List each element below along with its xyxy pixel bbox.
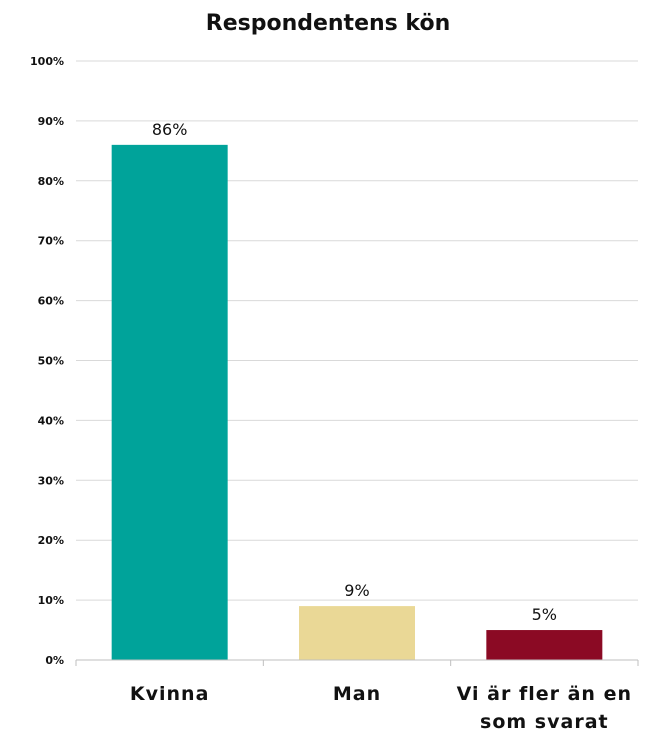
y-tick-label: 40%: [38, 414, 64, 427]
y-tick-label: 50%: [38, 355, 64, 368]
y-tick-label: 90%: [38, 115, 64, 128]
chart-title: Respondentens kön: [206, 11, 450, 36]
x-category-label: Vi är fler än en som svarat: [457, 683, 632, 733]
y-tick-label: 70%: [38, 235, 64, 248]
y-tick-label: 60%: [38, 295, 64, 308]
data-label: 86%: [152, 120, 188, 139]
data-labels: 86% 9% 5%: [152, 120, 557, 624]
x-category-label: Man: [333, 683, 381, 705]
y-tick-label: 20%: [38, 534, 64, 547]
bar-3: [486, 630, 603, 660]
data-label: 9%: [344, 581, 369, 600]
y-axis-tick-labels: 0% 10% 20% 30% 40% 50% 60% 70% 80% 90% 100%: [30, 55, 64, 667]
data-label: 5%: [532, 605, 557, 624]
y-tick-label: 10%: [38, 594, 64, 607]
x-category-label: Kvinna: [130, 683, 210, 705]
bar-1: [111, 144, 228, 661]
bar-2: [299, 606, 415, 660]
y-tick-label: 30%: [38, 474, 64, 487]
y-tick-label: 0%: [45, 654, 64, 667]
y-tick-label: 80%: [38, 175, 64, 188]
x-axis: Kvinna Man Vi är fler än en som svarat: [75, 659, 639, 733]
bars: [111, 144, 603, 661]
y-tick-label: 100%: [30, 55, 64, 68]
